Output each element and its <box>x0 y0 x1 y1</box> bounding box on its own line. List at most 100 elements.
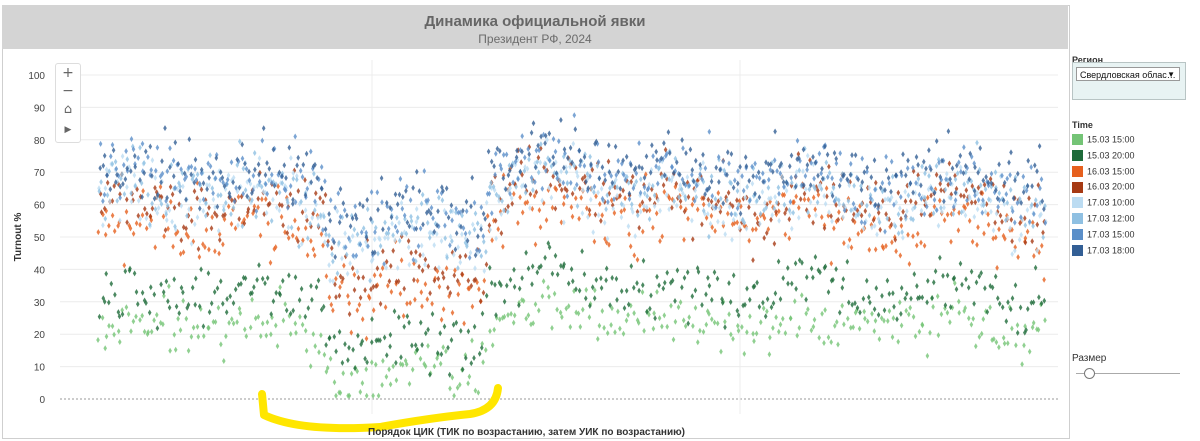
data-point <box>354 252 359 259</box>
data-point <box>159 194 164 200</box>
size-slider-track[interactable] <box>1076 373 1180 374</box>
data-point <box>546 155 550 162</box>
data-point <box>731 272 736 279</box>
size-slider-handle[interactable] <box>1084 368 1095 379</box>
data-point <box>368 277 372 284</box>
data-point <box>737 198 742 205</box>
data-point <box>196 246 201 252</box>
data-point <box>1041 229 1045 236</box>
data-point <box>725 171 729 178</box>
data-point <box>444 348 448 355</box>
data-point <box>920 294 925 301</box>
data-point <box>423 281 428 288</box>
data-point <box>454 319 459 326</box>
data-point <box>709 212 714 219</box>
data-point <box>972 213 977 220</box>
data-point <box>308 220 312 227</box>
data-point <box>449 208 453 215</box>
data-point <box>1025 183 1030 189</box>
data-point <box>400 205 405 212</box>
data-point <box>876 209 881 216</box>
data-point <box>148 213 153 220</box>
data-point <box>459 223 463 230</box>
data-point <box>913 333 918 340</box>
data-point <box>341 200 346 207</box>
data-point <box>840 302 844 309</box>
data-point <box>415 277 420 284</box>
data-point <box>830 175 834 182</box>
data-point <box>423 363 428 370</box>
series-15.03 20:00[interactable] <box>97 240 1047 378</box>
series-17.03 10:00[interactable] <box>97 136 1048 285</box>
data-point <box>913 189 917 196</box>
data-point <box>477 247 482 254</box>
data-point <box>472 199 477 206</box>
data-point <box>374 361 378 368</box>
data-point <box>219 341 223 348</box>
data-point <box>118 183 123 190</box>
y-tick-label: 30 <box>34 298 46 309</box>
series-17.03 18:00[interactable] <box>98 117 1046 260</box>
data-point <box>392 308 397 315</box>
legend-item[interactable]: 17.03 12:00 <box>1072 213 1135 227</box>
data-point <box>195 214 200 221</box>
data-point <box>798 196 803 203</box>
data-point <box>481 210 486 217</box>
zoom-in-button[interactable]: + <box>62 65 74 81</box>
data-point <box>642 206 646 213</box>
data-point <box>291 175 296 182</box>
legend-item[interactable]: 15.03 15:00 <box>1072 134 1135 148</box>
data-point <box>309 283 313 289</box>
legend-item[interactable]: 17.03 15:00 <box>1072 228 1135 243</box>
data-point <box>925 203 929 210</box>
region-dropdown[interactable]: Свердловская облас… ▼ <box>1076 67 1180 81</box>
data-point <box>622 171 626 178</box>
data-point <box>771 204 775 211</box>
data-point <box>173 223 177 230</box>
data-point <box>115 171 119 178</box>
legend-item[interactable]: 17.03 18:00 <box>1072 244 1135 259</box>
zoom-out-button[interactable]: − <box>62 83 74 99</box>
data-point <box>778 321 783 328</box>
data-point <box>873 317 878 324</box>
data-point <box>762 235 766 241</box>
data-point <box>624 153 629 160</box>
home-icon[interactable]: ⌂ <box>63 102 73 117</box>
data-point <box>883 187 887 194</box>
data-point <box>1039 211 1043 218</box>
data-point <box>841 173 845 180</box>
data-point <box>536 169 541 176</box>
legend-item[interactable]: 16.03 15:00 <box>1072 165 1135 180</box>
series-15.03 15:00[interactable] <box>96 278 1047 399</box>
data-point <box>578 157 583 164</box>
data-point <box>178 183 182 190</box>
data-point <box>608 302 612 309</box>
data-point <box>488 184 492 190</box>
data-point <box>936 332 941 339</box>
legend-item[interactable]: 15.03 20:00 <box>1072 149 1135 164</box>
data-point <box>773 194 777 200</box>
data-point <box>880 180 885 186</box>
legend-item[interactable]: 16.03 20:00 <box>1072 181 1135 195</box>
data-point <box>745 183 749 190</box>
data-point <box>928 329 932 336</box>
play-icon[interactable]: ▶ <box>64 125 72 135</box>
data-point <box>280 180 285 187</box>
data-point <box>246 209 250 216</box>
data-point <box>297 297 302 304</box>
data-point <box>543 132 548 139</box>
data-point <box>569 266 574 273</box>
data-point <box>361 203 365 210</box>
data-point <box>283 301 287 308</box>
data-point <box>266 201 271 208</box>
data-point <box>619 208 624 215</box>
data-point <box>508 167 512 174</box>
series-17.03 15:00[interactable] <box>98 112 1048 267</box>
data-point <box>851 324 855 331</box>
data-point <box>384 258 389 265</box>
data-point <box>153 174 158 181</box>
legend-item[interactable]: 17.03 10:00 <box>1072 197 1135 211</box>
data-point <box>470 303 475 310</box>
series-17.03 12:00[interactable] <box>97 138 1047 284</box>
